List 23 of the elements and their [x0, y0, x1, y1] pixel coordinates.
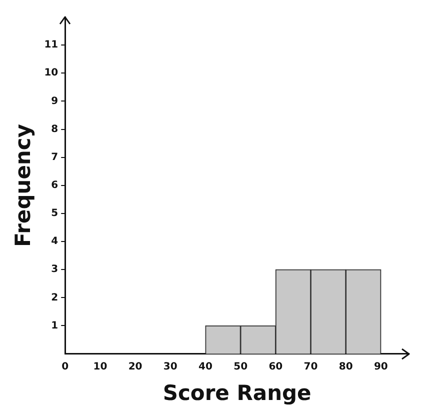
y-tick-label: 4: [51, 236, 58, 248]
x-tick-label: 60: [268, 361, 283, 372]
y-tick-label: 5: [51, 208, 58, 220]
x-tick-label: 30: [163, 361, 178, 372]
x-tick-label: 70: [304, 361, 318, 372]
y-tick-label: 11: [44, 40, 58, 51]
x-tick-label: 20: [128, 361, 142, 372]
x-tick-label: 10: [93, 361, 108, 372]
x-axis-title: Score Range: [162, 380, 312, 405]
x-tick-label: 80: [338, 361, 353, 372]
x-tick-label: 90: [374, 361, 388, 372]
y-tick-label: 9: [51, 96, 58, 107]
y-tick-label: 8: [51, 124, 58, 135]
y-tick-label: 6: [51, 180, 58, 191]
x-tick-label: 0: [62, 361, 69, 372]
y-tick-label: 1: [51, 320, 58, 332]
y-tick-label: 10: [44, 68, 58, 79]
y-tick-label: 3: [51, 264, 58, 276]
y-tick-label: 7: [51, 152, 58, 163]
y-tick-label: 2: [51, 292, 58, 304]
x-tick-label: 50: [234, 361, 248, 372]
y-axis-title: Frequency: [11, 124, 36, 247]
x-tick-label: 40: [198, 361, 212, 372]
